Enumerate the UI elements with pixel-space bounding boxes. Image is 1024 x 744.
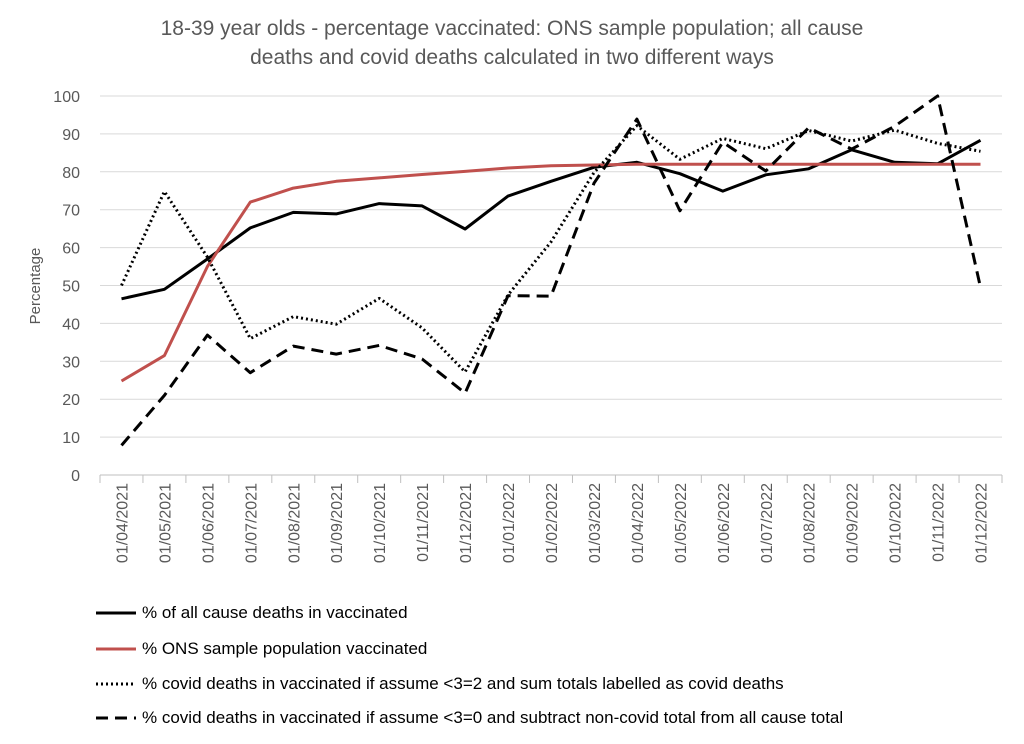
legend-label-ons-sample: % ONS sample population vaccinated	[142, 639, 428, 658]
legend-item-all-cause: % of all cause deaths in vaccinated	[96, 600, 408, 626]
x-tick-label: 01/10/2022	[888, 483, 905, 563]
x-tick-label: 01/04/2022	[630, 483, 647, 563]
y-tick-label: 10	[62, 430, 80, 447]
chart-title-line-2: deaths and covid deaths calculated in tw…	[250, 46, 774, 69]
legend-label-covid-dashed: % covid deaths in vaccinated if assume <…	[142, 708, 844, 727]
legend-swatch-dashed	[96, 716, 136, 720]
y-tick-label: 70	[62, 203, 80, 220]
chart-title-line-1: 18-39 year olds - percentage vaccinated:…	[160, 17, 864, 40]
y-tick-label: 20	[62, 392, 80, 409]
y-tick-label: 80	[62, 165, 80, 182]
x-tick-label: 01/11/2021	[415, 483, 432, 562]
x-tick-label: 01/06/2022	[716, 483, 733, 563]
x-tick-label: 01/05/2021	[157, 483, 174, 563]
axes: 0 10 20 30 40 50 60 70 80 90 100 01/04/2021 01/05/20…	[53, 89, 1003, 563]
x-tick-label: 01/07/2021	[243, 483, 260, 563]
series-lines	[120, 94, 982, 447]
x-tick-label: 01/10/2021	[372, 483, 389, 563]
x-tick-label: 01/06/2021	[200, 483, 217, 563]
x-tick-label: 01/08/2021	[286, 483, 303, 563]
series-line-solid	[120, 162, 981, 383]
series-line-solid	[121, 138, 982, 301]
x-tick-label: 01/02/2022	[544, 483, 561, 563]
gridlines	[100, 95, 1002, 438]
series-line-dotted	[120, 124, 981, 374]
x-tick-label: 01/07/2022	[759, 483, 776, 563]
legend-item-covid-dotted: % covid deaths in vaccinated if assume <…	[96, 671, 784, 697]
x-tick-label: 01/01/2022	[501, 483, 518, 563]
y-tick-label: 40	[62, 316, 80, 333]
x-tick-label: 01/05/2022	[673, 483, 690, 563]
legend-label-all-cause: % of all cause deaths in vaccinated	[142, 603, 408, 622]
y-tick-label: 30	[62, 354, 80, 371]
legend-swatch-solid-black	[96, 611, 136, 615]
x-tick-label: 01/09/2021	[329, 483, 346, 563]
y-tick-label: 50	[62, 279, 80, 296]
y-tick-label: 0	[71, 468, 80, 485]
legend-label-covid-dotted: % covid deaths in vaccinated if assume <…	[142, 674, 784, 693]
legend-item-ons-sample: % ONS sample population vaccinated	[96, 636, 427, 662]
x-tick-label: 01/12/2022	[974, 483, 991, 563]
y-tick-label: 100	[53, 89, 80, 106]
x-tick-label: 01/09/2022	[845, 483, 862, 563]
legend-swatch-dotted	[96, 682, 136, 686]
legend-item-covid-dashed: % covid deaths in vaccinated if assume <…	[96, 705, 843, 731]
x-tick-label: 01/11/2022	[931, 483, 948, 562]
x-tick-label: 01/12/2021	[458, 483, 475, 563]
plot-area: 0 10 20 30 40 50 60 70 80 90 100 01/04/2021 01/05/20…	[27, 89, 1003, 563]
x-tick-label: 01/03/2022	[587, 483, 604, 563]
x-tick-label: 01/04/2021	[114, 483, 131, 563]
y-tick-label: 60	[62, 241, 80, 258]
y-tick-label: 90	[62, 127, 80, 144]
y-axis-title: Percentage	[27, 248, 44, 325]
series-line-dashed	[120, 94, 982, 447]
x-tick-label: 01/08/2022	[802, 483, 819, 563]
legend-swatch-solid-red	[96, 647, 136, 651]
